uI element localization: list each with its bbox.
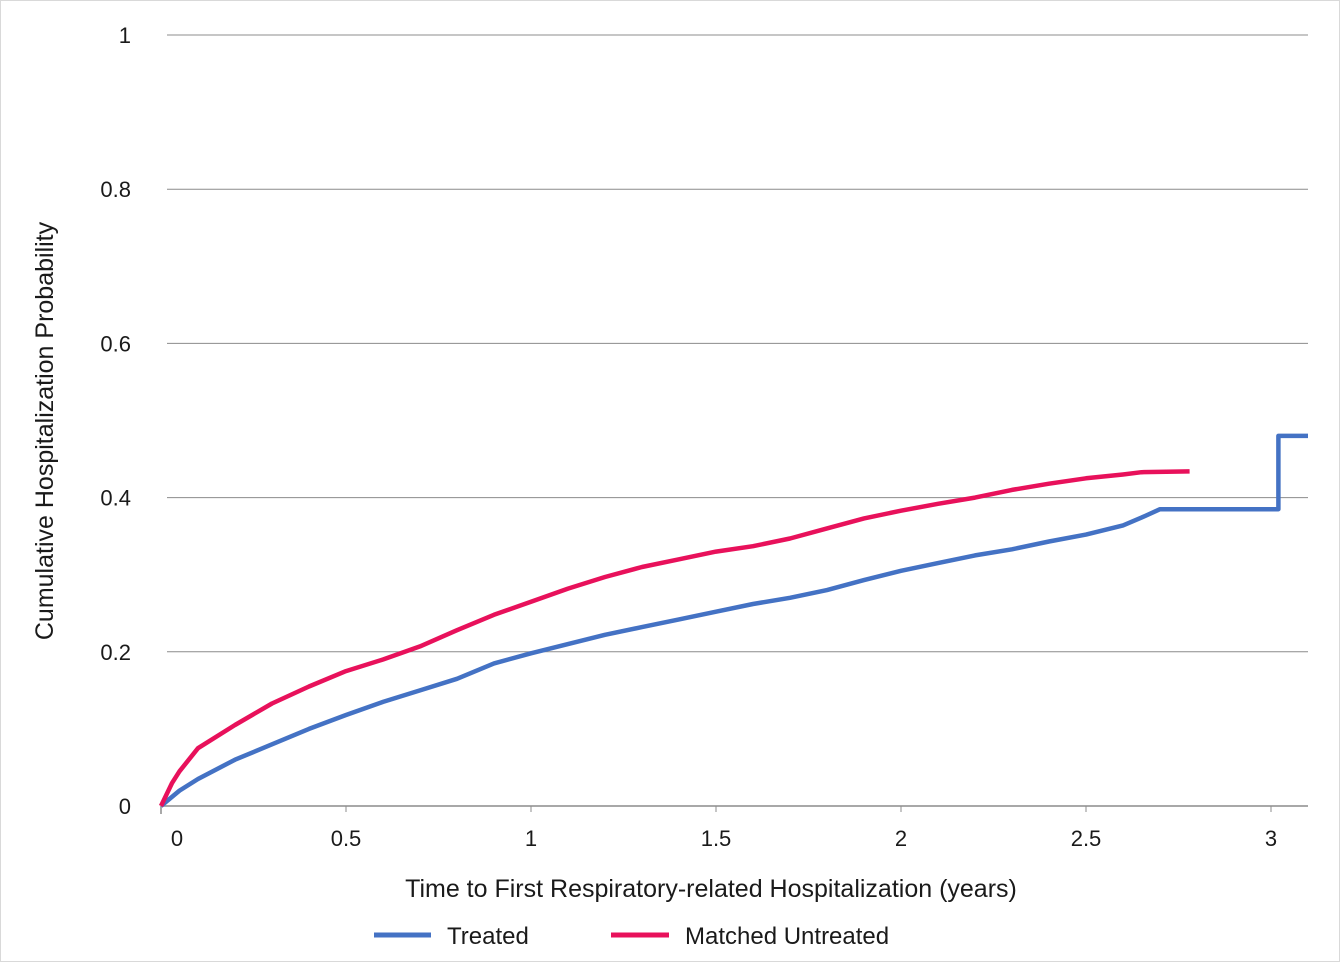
axes [160, 805, 1308, 814]
y-axis-title: Cumulative Hospitalization Probability [31, 221, 59, 640]
x-tick-label: 0.5 [331, 826, 362, 851]
y-tick-label: 0.2 [100, 640, 131, 665]
y-tick-label: 0.8 [100, 177, 131, 202]
gridlines [167, 34, 1308, 653]
series-line-matched-untreated [158, 469, 1190, 807]
x-tick-label: 3 [1265, 826, 1277, 851]
y-tick-label: 0.6 [100, 331, 131, 356]
y-tick-label: 1 [119, 23, 131, 48]
x-tick-label: 2 [895, 826, 907, 851]
x-tick-label: 1 [525, 826, 537, 851]
y-tick-labels: 0 0.2 0.4 0.6 0.8 1 [100, 23, 131, 819]
x-tick-label: 2.5 [1071, 826, 1102, 851]
y-tick-label: 0.4 [100, 486, 131, 511]
x-tick-label: 1.5 [701, 826, 732, 851]
legend-label-treated: Treated [447, 923, 529, 950]
legend: Treated Matched Untreated [374, 923, 889, 950]
x-tick-label: 0 [171, 826, 183, 851]
x-axis-title: Time to First Respiratory-related Hospit… [405, 875, 1017, 903]
y-tick-label: 0 [119, 794, 131, 819]
series-lines [158, 433, 1308, 808]
series-line-treated [159, 433, 1308, 808]
x-tick-labels: 0 0.5 1 1.5 2 2.5 3 [171, 826, 1277, 851]
legend-label-matched-untreated: Matched Untreated [685, 923, 889, 950]
